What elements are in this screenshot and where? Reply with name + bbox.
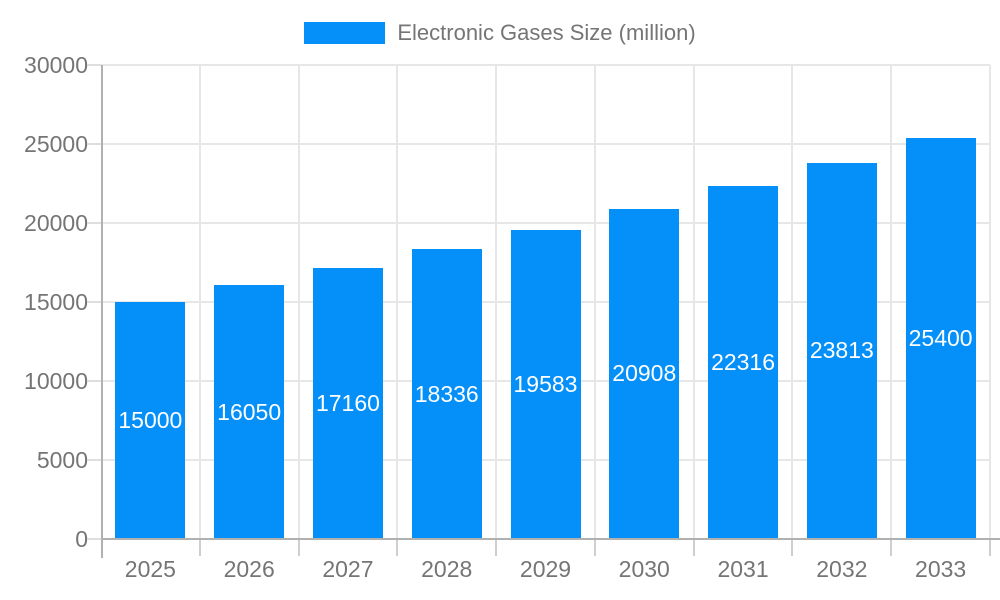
bar: 15000 — [115, 302, 186, 539]
y-tick-label: 10000 — [24, 368, 88, 394]
y-tick-mark — [87, 380, 101, 382]
y-tick-label: 20000 — [24, 210, 88, 236]
gridline-vertical — [593, 65, 596, 539]
bar: 23813 — [806, 162, 877, 539]
y-tick-label: 5000 — [36, 447, 88, 473]
gridline-vertical — [890, 65, 893, 539]
legend-label: Electronic Gases Size (million) — [397, 20, 696, 45]
x-tick-label: 2030 — [618, 556, 670, 582]
bar-value-label: 23813 — [809, 337, 874, 364]
gridline-vertical — [692, 65, 695, 539]
x-tick-mark — [890, 540, 893, 556]
y-tick-mark — [87, 301, 101, 303]
y-axis-line — [101, 65, 103, 558]
x-tick-mark — [791, 540, 794, 556]
gridline-horizontal — [101, 64, 990, 66]
y-tick-label: 0 — [75, 526, 88, 552]
y-tick-label: 30000 — [24, 52, 88, 78]
legend: Electronic Gases Size (million) — [0, 20, 1000, 45]
y-tick-mark — [87, 538, 101, 540]
gridline-vertical — [396, 65, 399, 539]
bar-value-label: 17160 — [315, 389, 380, 416]
y-tick-label: 15000 — [24, 289, 88, 315]
bar-value-label: 15000 — [118, 407, 183, 433]
x-tick-mark — [593, 540, 596, 556]
x-tick-label: 2033 — [915, 556, 967, 582]
x-tick-mark — [692, 540, 695, 556]
gridline-horizontal — [101, 222, 990, 224]
x-tick-label: 2025 — [124, 556, 176, 582]
gridline-vertical — [495, 65, 498, 539]
x-tick-mark — [396, 540, 399, 556]
bar: 17160 — [312, 267, 383, 539]
gridline-vertical — [198, 65, 201, 539]
y-tick-mark — [87, 64, 101, 66]
bar: 22316 — [708, 186, 779, 539]
bar-value-label: 25400 — [908, 324, 973, 351]
bar: 20908 — [609, 208, 680, 539]
legend-swatch — [304, 22, 386, 44]
gridline-vertical — [989, 65, 991, 539]
y-tick-mark — [87, 143, 101, 145]
bar-value-label: 18336 — [414, 380, 479, 407]
x-tick-mark — [989, 540, 991, 556]
x-tick-label: 2029 — [519, 556, 572, 582]
y-tick-label: 25000 — [24, 131, 88, 157]
x-tick-mark — [495, 540, 498, 556]
bar: 16050 — [214, 285, 285, 539]
bar: 18336 — [411, 249, 482, 539]
x-tick-mark — [297, 540, 300, 556]
bar-value-label: 20908 — [612, 360, 677, 387]
x-axis-line — [87, 538, 1000, 540]
x-tick-label: 2032 — [816, 556, 868, 582]
x-tick-label: 2028 — [421, 556, 473, 582]
x-tick-label: 2031 — [717, 556, 769, 582]
y-tick-mark — [87, 222, 101, 224]
bar-value-label: 22316 — [711, 349, 776, 376]
bar-value-label: 16050 — [217, 398, 282, 425]
plot-area: 15000 16050 17160 18336 19583 20908 22316 23813… — [101, 64, 991, 539]
bar: 25400 — [905, 137, 976, 539]
bar-value-label: 19583 — [513, 370, 578, 397]
gridline-vertical — [791, 65, 794, 539]
x-tick-label: 2026 — [223, 556, 275, 582]
x-tick-label: 2027 — [322, 556, 374, 582]
bar: 19583 — [510, 229, 581, 539]
x-tick-mark — [198, 540, 201, 556]
gridline-vertical — [297, 65, 300, 539]
gridline-horizontal — [101, 143, 990, 145]
y-tick-mark — [87, 459, 101, 461]
